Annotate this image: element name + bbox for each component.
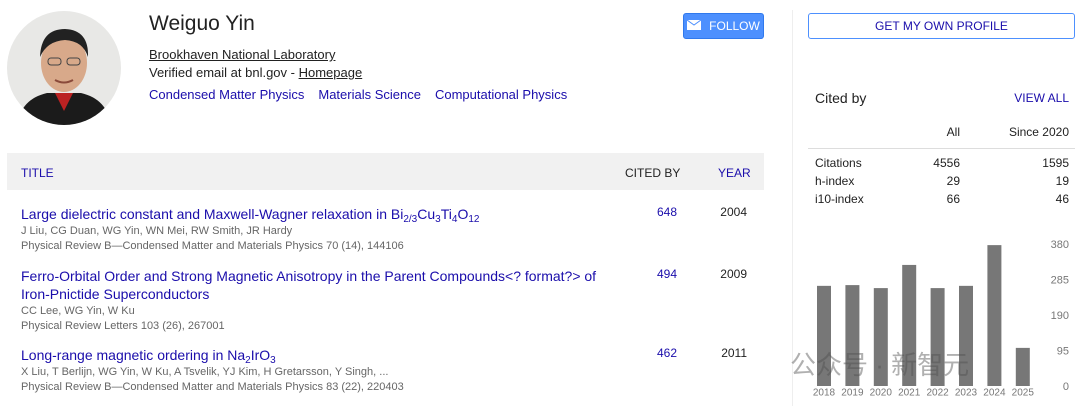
article-year: 2004 — [720, 205, 747, 219]
follow-label: FOLLOW — [709, 19, 760, 33]
profile-photo — [7, 11, 121, 125]
follow-button[interactable]: FOLLOW — [683, 13, 764, 39]
x-tick-label: 2024 — [983, 388, 1006, 399]
x-tick-label: 2021 — [898, 388, 921, 399]
title-part: Ti — [440, 206, 452, 222]
stat-recent: 19 — [1055, 174, 1069, 188]
article-row: Ferro-Orbital Order and Strong Magnetic … — [21, 267, 761, 334]
x-tick-label: 2020 — [870, 388, 893, 399]
email-line: Verified email at bnl.gov - Homepage — [149, 65, 362, 80]
article-venue: Physical Review Letters 103 (26), 267001 — [21, 320, 225, 332]
bar — [817, 285, 831, 386]
header-cited-by[interactable]: CITED BY — [625, 166, 681, 180]
cited-by-count[interactable]: 494 — [656, 267, 677, 281]
stat-all: 29 — [946, 174, 960, 188]
bar — [873, 288, 888, 386]
x-tick-label: 2019 — [841, 388, 864, 399]
y-tick-label: 190 — [1051, 310, 1069, 322]
article-venue: Physical Review B—Condensed Matter and M… — [21, 381, 404, 393]
interest-link[interactable]: Materials Science — [318, 87, 421, 102]
interests: Condensed Matter Physics Materials Scienc… — [149, 87, 581, 102]
article-row: Long-range magnetic ordering in Na2IrO3 X… — [21, 346, 761, 395]
x-tick-label: 2022 — [926, 388, 949, 399]
title-part: O — [457, 206, 469, 222]
bar — [987, 245, 1002, 386]
title-part: 3 — [270, 355, 276, 366]
article-year: 2009 — [720, 267, 747, 281]
interest-link[interactable]: Condensed Matter Physics — [149, 87, 305, 102]
article-title[interactable]: Long-range magnetic ordering in Na2IrO3 — [21, 346, 621, 366]
article-year: 2011 — [721, 346, 747, 360]
y-tick-label: 0 — [1063, 381, 1069, 393]
x-tick-label: 2025 — [1012, 388, 1035, 399]
email-text: Verified email at bnl.gov - — [149, 65, 295, 80]
title-part: Cu — [417, 206, 436, 222]
profile-name: Weiguo Yin — [149, 12, 255, 35]
article-title[interactable]: Large dielectric constant and Maxwell-Wa… — [21, 205, 621, 225]
view-all[interactable]: VIEW ALL — [1014, 91, 1069, 105]
citations-chart: 0 95 190 285 380 2018 2019 2020 2021 2022 2023 2024… — [813, 239, 1069, 399]
header-title[interactable]: TITLE — [21, 166, 54, 180]
profile-button[interactable]: GET MY OWN PROFILE — [808, 13, 1075, 39]
bar — [930, 288, 945, 386]
cited-by-count[interactable]: 648 — [656, 205, 677, 219]
title-part: 12 — [468, 214, 480, 225]
y-tick-label: 95 — [1057, 345, 1069, 357]
table-header — [7, 153, 764, 190]
title-part: 2/3 — [403, 214, 418, 225]
affiliation[interactable]: Brookhaven National Laboratory — [149, 47, 336, 62]
header-year[interactable]: YEAR — [718, 166, 751, 180]
homepage-link[interactable]: Homepage — [298, 65, 363, 80]
x-tick-label: 2018 — [813, 388, 836, 399]
follow-icon — [687, 20, 702, 30]
interest-link[interactable]: Computational Physics — [434, 87, 568, 102]
title-part: Ferro-Orbital Order and Strong Magnetic … — [21, 268, 597, 302]
article-authors: CC Lee, WG Yin, W Ku — [21, 305, 135, 317]
title-part: 3 — [435, 214, 441, 225]
title-part: 4 — [451, 214, 458, 225]
title-part: Long-range magnetic ordering in Na — [21, 347, 246, 363]
cited-by-title: Cited by — [815, 90, 867, 106]
column-header: All — [946, 125, 960, 139]
stat-all: 4556 — [933, 156, 960, 170]
stat-label: i10-index — [815, 192, 864, 206]
article-authors: X Liu, T Berlijn, WG Yin, W Ku, A Tsveli… — [21, 366, 389, 378]
stat-label: h-index — [815, 174, 855, 188]
article-title[interactable]: Ferro-Orbital Order and Strong Magnetic … — [21, 267, 621, 303]
bar — [845, 285, 860, 386]
stat-all: 66 — [946, 192, 960, 206]
article-venue: Physical Review B—Condensed Matter and M… — [21, 240, 404, 252]
y-tick-label: 380 — [1051, 239, 1069, 251]
y-tick-label: 285 — [1051, 274, 1069, 286]
separator — [808, 148, 1075, 149]
title-part: 2 — [245, 355, 251, 366]
article-authors: J Liu, CG Duan, WG Yin, WN Mei, RW Smith… — [21, 225, 293, 237]
cited-by-count[interactable]: 462 — [656, 346, 677, 360]
column-header: Since 2020 — [1008, 125, 1069, 139]
title-part: IrO — [250, 347, 271, 363]
stat-recent: 1595 — [1042, 156, 1069, 170]
article-row: Large dielectric constant and Maxwell-Wa… — [21, 205, 761, 254]
bar — [1015, 347, 1030, 386]
divider — [792, 10, 793, 406]
x-tick-label: 2023 — [955, 388, 978, 399]
watermark: 公众号 · 新智元 — [790, 350, 970, 380]
stat-label: Citations — [815, 156, 862, 170]
bar — [959, 285, 973, 386]
title-part: Large dielectric constant and Maxwell-Wa… — [21, 206, 404, 222]
bar — [902, 264, 917, 386]
stat-recent: 46 — [1055, 192, 1069, 206]
